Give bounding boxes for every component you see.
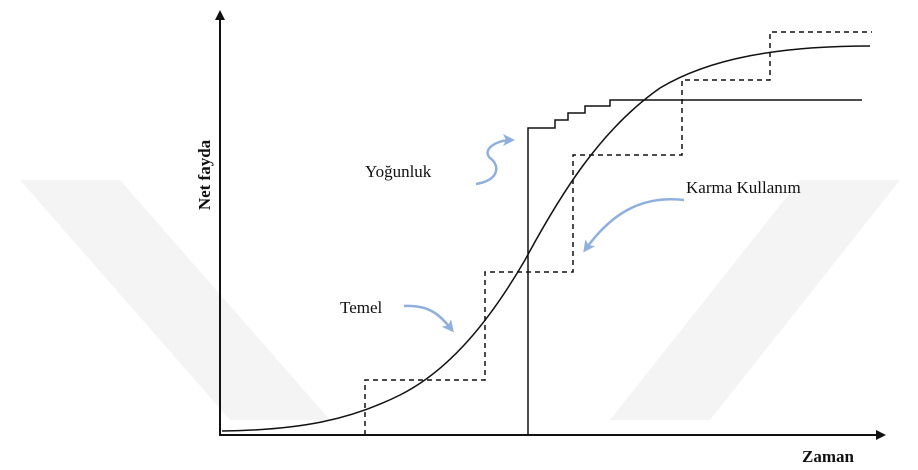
density-label: Yoğunluk: [365, 162, 432, 181]
mixed-use-steps: [364, 31, 872, 435]
mixed-use-arrow: [583, 198, 685, 253]
density-arrow: [475, 134, 515, 186]
x-axis-label: Zaman: [802, 447, 855, 466]
base-arrow: [403, 304, 454, 333]
watermark: [20, 180, 900, 420]
mixed-use-label: Karma Kullanım: [686, 178, 801, 197]
base-label: Temel: [340, 298, 383, 317]
base-curve: [221, 45, 871, 432]
density-steps: [527, 99, 862, 435]
y-axis-label: Net fayda: [195, 139, 214, 210]
